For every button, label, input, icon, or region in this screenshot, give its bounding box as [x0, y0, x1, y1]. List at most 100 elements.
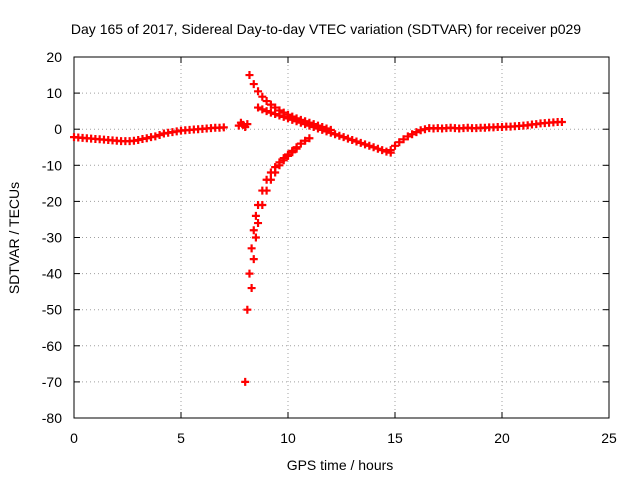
- y-tick-label: 20: [46, 49, 62, 65]
- y-tick-label: -30: [42, 230, 62, 246]
- data-point: [557, 117, 566, 126]
- data-point: [271, 110, 280, 119]
- series-upper-branch: [245, 71, 335, 134]
- data-point: [313, 124, 322, 133]
- data-point: [271, 168, 280, 177]
- data-point: [335, 131, 344, 140]
- data-point: [249, 255, 258, 264]
- data-point: [254, 219, 263, 228]
- data-point: [343, 134, 352, 143]
- data-point: [296, 139, 305, 148]
- data-point: [339, 133, 348, 142]
- x-axis-label: GPS time / hours: [287, 457, 394, 473]
- data-point: [249, 80, 258, 89]
- data-point: [322, 127, 331, 136]
- series-descent-parallel: [247, 144, 301, 293]
- x-tick-label: 0: [70, 430, 78, 446]
- data-point: [378, 146, 387, 155]
- data-point: [331, 130, 340, 139]
- data-point: [305, 134, 314, 143]
- data-point: [245, 269, 254, 278]
- data-point: [412, 128, 421, 137]
- series-main-band: [70, 123, 228, 146]
- data-point: [326, 128, 335, 137]
- axis-ticks: 0 5 10 15 20 25 20 10 0 -10 -20 -30 -40 -50 -60 -70 -80: [42, 49, 617, 446]
- data-point: [247, 244, 256, 253]
- data-point: [262, 97, 271, 106]
- data-point: [254, 103, 263, 112]
- data-point: [301, 136, 310, 145]
- data-point: [155, 130, 164, 139]
- data-point: [309, 123, 318, 132]
- data-point: [361, 140, 370, 149]
- data-point: [284, 114, 292, 123]
- grid-layer: [74, 57, 609, 418]
- series-cluster-8h: [234, 118, 252, 132]
- x-tick-label: 15: [387, 430, 403, 446]
- data-point: [241, 377, 250, 386]
- series-lower-branch: [254, 103, 395, 157]
- data-point: [288, 115, 297, 124]
- data-point: [399, 135, 408, 144]
- data-point: [296, 118, 305, 127]
- data-point: [301, 120, 310, 129]
- data-point: [219, 123, 228, 132]
- data-point: [254, 87, 263, 96]
- x-tick-label: 20: [494, 430, 510, 446]
- data-point: [356, 138, 365, 147]
- data-point: [318, 125, 327, 134]
- data-point: [262, 186, 271, 195]
- data-point: [288, 148, 297, 157]
- data-point: [386, 146, 395, 155]
- data-point: [305, 121, 314, 130]
- data-point: [408, 130, 417, 139]
- data-point: [348, 136, 357, 145]
- data-point: [266, 175, 275, 184]
- data-point: [245, 71, 254, 80]
- data-point: [258, 92, 267, 101]
- data-point: [247, 284, 256, 293]
- data-point: [243, 120, 252, 129]
- y-tick-label: -70: [42, 374, 62, 390]
- data-point: [395, 138, 404, 147]
- data-point: [258, 201, 267, 210]
- series-late-band: [425, 117, 566, 133]
- data-point: [251, 233, 260, 242]
- data-point: [151, 132, 160, 141]
- data-point: [352, 137, 361, 146]
- x-tick-label: 5: [177, 430, 185, 446]
- data-point: [365, 141, 374, 150]
- data-point: [292, 144, 301, 153]
- data-point: [275, 111, 284, 120]
- data-point: [279, 112, 288, 121]
- y-tick-label: -40: [42, 266, 62, 282]
- x-tick-label: 25: [601, 430, 617, 446]
- data-point: [251, 211, 260, 220]
- x-tick-label: 10: [280, 430, 296, 446]
- y-tick-label: -10: [42, 157, 62, 173]
- data-point: [249, 226, 258, 235]
- data-point: [266, 100, 275, 109]
- data-point: [243, 305, 252, 314]
- data-point: [292, 117, 301, 126]
- data-point: [266, 108, 275, 117]
- data-point: [275, 161, 284, 170]
- chart-title: Day 165 of 2017, Sidereal Day-to-day VTE…: [71, 21, 581, 37]
- y-tick-label: -60: [42, 338, 62, 354]
- y-tick-label: -50: [42, 302, 62, 318]
- y-axis-label: SDTVAR / TECUs: [6, 182, 22, 294]
- data-points: [70, 71, 566, 386]
- y-tick-label: 10: [46, 85, 62, 101]
- data-point: [369, 143, 378, 152]
- data-point: [279, 156, 288, 165]
- y-tick-label: -80: [42, 410, 62, 426]
- series-recovery: [386, 125, 429, 155]
- data-point: [284, 151, 292, 160]
- data-point: [403, 132, 412, 141]
- data-point: [258, 105, 267, 114]
- y-tick-label: -20: [42, 193, 62, 209]
- data-point: [391, 141, 399, 150]
- data-point: [262, 107, 271, 116]
- data-point: [373, 144, 382, 153]
